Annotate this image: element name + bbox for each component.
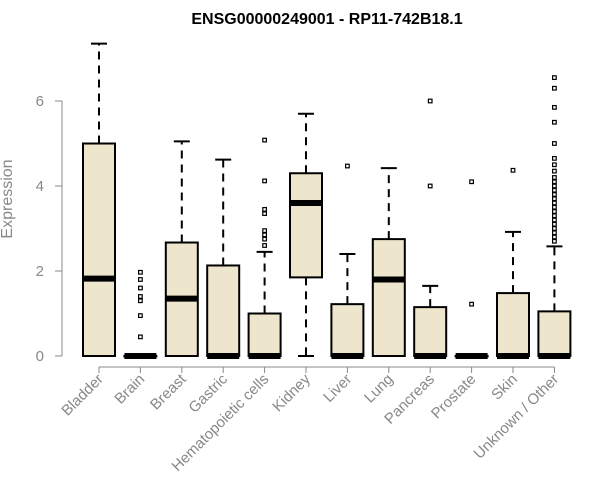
chart-title: ENSG00000249001 - RP11-742B18.1 [191, 11, 462, 28]
outlier-point [469, 301, 474, 307]
box [247, 312, 282, 357]
box-series [82, 42, 572, 359]
outlier-point [551, 187, 557, 193]
outlier-point [510, 167, 516, 173]
outlier-point [551, 162, 557, 168]
outlier-point [262, 243, 267, 248]
outlier-point [551, 238, 557, 244]
outlier-point [262, 228, 267, 234]
outlier-point [551, 104, 557, 110]
box [330, 303, 365, 357]
outlier-point [427, 183, 433, 189]
box-group [330, 163, 365, 359]
box [413, 306, 448, 357]
x-tick-label: Breast [147, 370, 190, 413]
outlier-point [262, 178, 267, 184]
outlier-point [551, 234, 557, 240]
box-group [247, 137, 282, 359]
outlier-point [138, 334, 143, 340]
x-tick-label: Skin [488, 371, 521, 404]
outlier-point [551, 192, 557, 197]
outlier-point [262, 137, 267, 143]
outlier-point [551, 183, 557, 189]
outlier-point [138, 269, 143, 275]
y-tick-label: 6 [36, 93, 44, 110]
outlier-point [427, 98, 433, 104]
outlier-point [551, 175, 557, 180]
outlier-point [551, 168, 557, 174]
box [496, 292, 530, 358]
outlier-point [551, 226, 557, 231]
outlier-point [551, 85, 557, 91]
y-axis: 0 2 4 6 [36, 93, 63, 365]
outlier-point [551, 119, 557, 125]
outlier-point [551, 179, 557, 185]
box-group [123, 269, 158, 359]
box-group [82, 42, 116, 357]
y-tick-label: 4 [36, 178, 44, 195]
box-group [496, 167, 530, 359]
x-tick-label: Kidney [269, 370, 314, 415]
box-group [164, 140, 199, 357]
box-group [537, 75, 572, 359]
outlier-point [262, 232, 267, 238]
y-axis-label: Expression [0, 159, 16, 238]
x-tick-label: Bladder [58, 371, 107, 420]
outlier-point [138, 294, 143, 299]
outlier-point [551, 155, 557, 161]
box [537, 310, 572, 357]
box-group [371, 167, 406, 357]
outlier-point [551, 209, 557, 214]
outlier-point [551, 75, 557, 81]
outlier-point [138, 277, 143, 282]
outlier-point [551, 204, 557, 210]
box [371, 238, 406, 357]
outlier-point [262, 211, 267, 217]
outlier-point [551, 221, 557, 227]
outlier-point [345, 163, 350, 169]
outlier-point [138, 313, 143, 319]
box [289, 172, 323, 279]
outlier-point [551, 217, 557, 223]
x-tick-label: Brain [111, 371, 148, 408]
outlier-point [551, 141, 557, 146]
x-tick-label: Lung [361, 371, 397, 407]
outlier-point [138, 285, 143, 291]
outlier-point [138, 298, 143, 304]
outlier-point [469, 179, 474, 185]
outlier-point [262, 236, 267, 242]
box-group [454, 179, 489, 359]
box [206, 264, 241, 358]
box-group [206, 158, 241, 359]
box-group [413, 98, 448, 359]
y-tick-label: 0 [36, 348, 44, 365]
outlier-point [551, 196, 557, 202]
x-tick-label: Liver [320, 371, 355, 406]
outlier-point [551, 200, 557, 206]
outlier-point [262, 206, 267, 212]
box-group [289, 112, 323, 357]
x-tick-label: Prostate [428, 371, 480, 423]
outlier-point [551, 230, 557, 236]
box [82, 142, 116, 357]
y-tick-label: 2 [36, 263, 44, 280]
outlier-point [551, 213, 557, 219]
